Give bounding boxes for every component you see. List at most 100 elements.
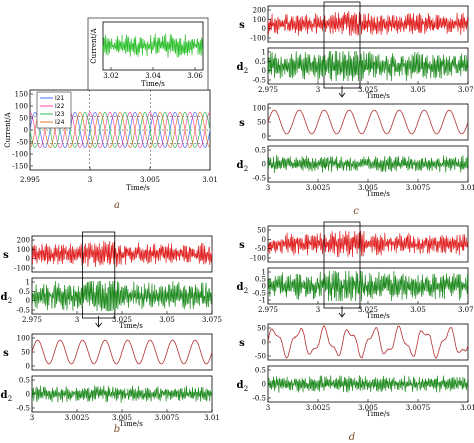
panel-a-ytick-label: -150: [12, 163, 28, 171]
panel-c-bottom-d-ytick-label: -0.5: [253, 175, 267, 183]
panel-b-top-s-ytick-label: 0: [26, 255, 30, 263]
panel-b-top-d-ytick-label: 1: [26, 279, 30, 287]
panel-d-bottom-xtick-label: 3.0075: [406, 404, 431, 412]
panel-d-bottom-xlabel: Time/s: [366, 410, 390, 418]
panel-b-bottom-d-ytick-label: 0: [26, 391, 30, 399]
panel-c-top-xlabel: Time/s: [366, 92, 390, 100]
panel-b-top-xlabel: Time/s: [119, 322, 143, 330]
panel-a-inset-ylabel: Current/A: [90, 27, 98, 63]
panel-b-top-d-sub: 2: [8, 297, 12, 305]
panel-b-bottom-xlabel: Time/s: [119, 420, 143, 428]
panel-a-xtick-label: 2.995: [20, 176, 40, 184]
panel-b-top-s-label: s: [3, 250, 9, 261]
panel-a-inset-signal: [102, 33, 204, 58]
panel-c-top-d-ytick-label: 0: [262, 67, 266, 75]
panel-b-bottom-xtick-label: 3.005: [112, 414, 132, 422]
panel-c-top-s-ytick-label: 200: [253, 7, 266, 15]
panel-b-bottom-d-label: d: [1, 390, 8, 401]
panel-d-bottom-s-ytick-label: 50: [257, 325, 266, 333]
panel-b-caption: b: [114, 424, 120, 435]
panel-b-bottom-s-ytick-label: 50: [21, 349, 30, 357]
panel-c-top-xtick-label: 3.025: [358, 86, 378, 94]
panel-c-top-d-label: d: [237, 62, 244, 73]
panel-a-ytick-label: -100: [12, 151, 28, 159]
panel-d-top-s-ytick-label: 0: [262, 236, 266, 244]
panel-b-bottom-s-signal: [31, 339, 213, 365]
panel-d-bottom-d-ytick-label: 0: [262, 381, 266, 389]
panel-a-ytick-label: 150: [15, 91, 28, 99]
panel-b-bottom-s-label: s: [3, 348, 9, 359]
panel-d-bottom-xtick-label: 3.0025: [306, 404, 331, 412]
panel-c-bottom-xlabel: Time/s: [366, 190, 390, 198]
panel-c-bottom-xtick-label: 3.0075: [406, 184, 431, 192]
panel-b-top-s-ytick-label: 200: [17, 237, 30, 245]
panel-d-top-s-signal: [267, 230, 469, 258]
panel-c-top-xtick-label: 3: [316, 86, 320, 94]
panel-a-ytick-label: -50: [17, 139, 28, 147]
panel-c-top-s-signal: [267, 10, 469, 36]
panel-a-xtick-label: 3.005: [140, 176, 160, 184]
panel-b-top-xtick-label: 3.075: [202, 316, 222, 324]
panel-a-legend-label: I24: [55, 119, 65, 126]
panel-c-top-xtick-label: 2.975: [258, 86, 278, 94]
panel-b-bottom-d-ytick-label: 0.5: [19, 377, 30, 385]
panel-a-legend-label: I23: [55, 111, 65, 118]
panel-b-bottom-xtick-label: 3.0025: [65, 414, 90, 422]
panel-c-zoom-arrow-head: [338, 92, 346, 98]
panel-c-caption: c: [353, 206, 359, 217]
panel-c-bottom-xtick-label: 3.005: [358, 184, 378, 192]
panel-b-top-xtick-label: 3: [75, 316, 79, 324]
panel-b-bottom-xtick-label: 3.0075: [155, 414, 180, 422]
panel-c-top-s-ytick-label: 100: [253, 16, 266, 24]
panel-d-bottom-xtick-label: 3.01: [460, 404, 474, 412]
panel-d-top-xtick-label: 3: [316, 306, 320, 314]
panel-c-bottom-xtick-label: 3.0025: [306, 184, 331, 192]
panel-b-top-s-signal: [31, 240, 213, 268]
panel-a-legend-label: I21: [55, 95, 65, 102]
panel-d-top-d-ytick-label: 0.5: [255, 276, 266, 284]
panel-d-top-xtick-label: 3.05: [410, 306, 426, 314]
panel-b-bottom-d-ytick-label: -0.5: [17, 405, 31, 413]
panel-a-ytick-label: 0: [24, 127, 28, 135]
panel-d-top-s-ytick-label: -100: [250, 255, 266, 263]
panel-a-series-i23: [29, 111, 211, 149]
panel-b-top-s-ytick-label: 100: [17, 246, 30, 254]
panel-b-top-xtick-label: 3.025: [112, 316, 132, 324]
panel-b-top-d-signal: [31, 280, 213, 312]
panel-c-top-d-signal: [267, 50, 469, 82]
panel-a-ylabel: Current/A: [4, 111, 12, 147]
panel-c-bottom-d-sub: 2: [244, 165, 248, 173]
panel-d-top-xtick-label: 2.975: [258, 306, 278, 314]
panel-a-caption: a: [114, 200, 120, 211]
panel-b-top-d-label: d: [1, 292, 8, 303]
panel-c-top-s-ytick-label: -100: [250, 35, 266, 43]
panel-d-bottom-d-ytick-label: -0.5: [253, 395, 267, 403]
panel-c-bottom-xtick-label: 3.01: [460, 184, 474, 192]
panel-b-top-d-ytick-label: 0.5: [19, 288, 30, 296]
panel-c-top-s-label: s: [239, 20, 245, 31]
panel-c-bottom-s-label: s: [239, 118, 245, 129]
panel-c-bottom-d-label: d: [237, 160, 244, 171]
panel-a-legend-label: I22: [55, 103, 65, 110]
panel-b-top-xtick-label: 2.975: [22, 316, 42, 324]
panel-c-top-xtick-label: 3.075: [458, 86, 474, 94]
panel-b-top-d-ytick-label: 0: [26, 297, 30, 305]
panel-b-bottom-xtick-label: 3: [30, 414, 34, 422]
panel-c-bottom-s-ytick-label: 100: [253, 105, 266, 113]
panel-d-top-s-label: s: [239, 240, 245, 251]
panel-d-top-d-label: d: [237, 282, 244, 293]
panel-d-top-d-ytick-label: -0.5: [253, 290, 267, 298]
panel-c-bottom-s-ytick-label: 50: [257, 119, 266, 127]
panel-d-bottom-d-sub: 2: [244, 385, 248, 393]
panel-d-top-d-sub: 2: [244, 287, 248, 295]
panel-b-top-d-ytick-label: -0.5: [17, 307, 31, 315]
panel-d-top-xtick-label: 3.025: [358, 306, 378, 314]
panel-c-top-d-ytick-label: 0.5: [255, 58, 266, 66]
panel-c-top-xtick-label: 3.05: [410, 86, 426, 94]
panel-c-top-d-sub: 2: [244, 67, 248, 75]
panel-a-legend-box: [36, 91, 72, 129]
panel-a-inset-xlabel: Time/s: [141, 80, 165, 88]
panel-b-zoom-arrow-head: [95, 322, 102, 328]
panel-a-inset-xtick-label: 3.06: [187, 72, 203, 80]
panel-c-bottom-d-ytick-label: 0: [262, 161, 266, 169]
